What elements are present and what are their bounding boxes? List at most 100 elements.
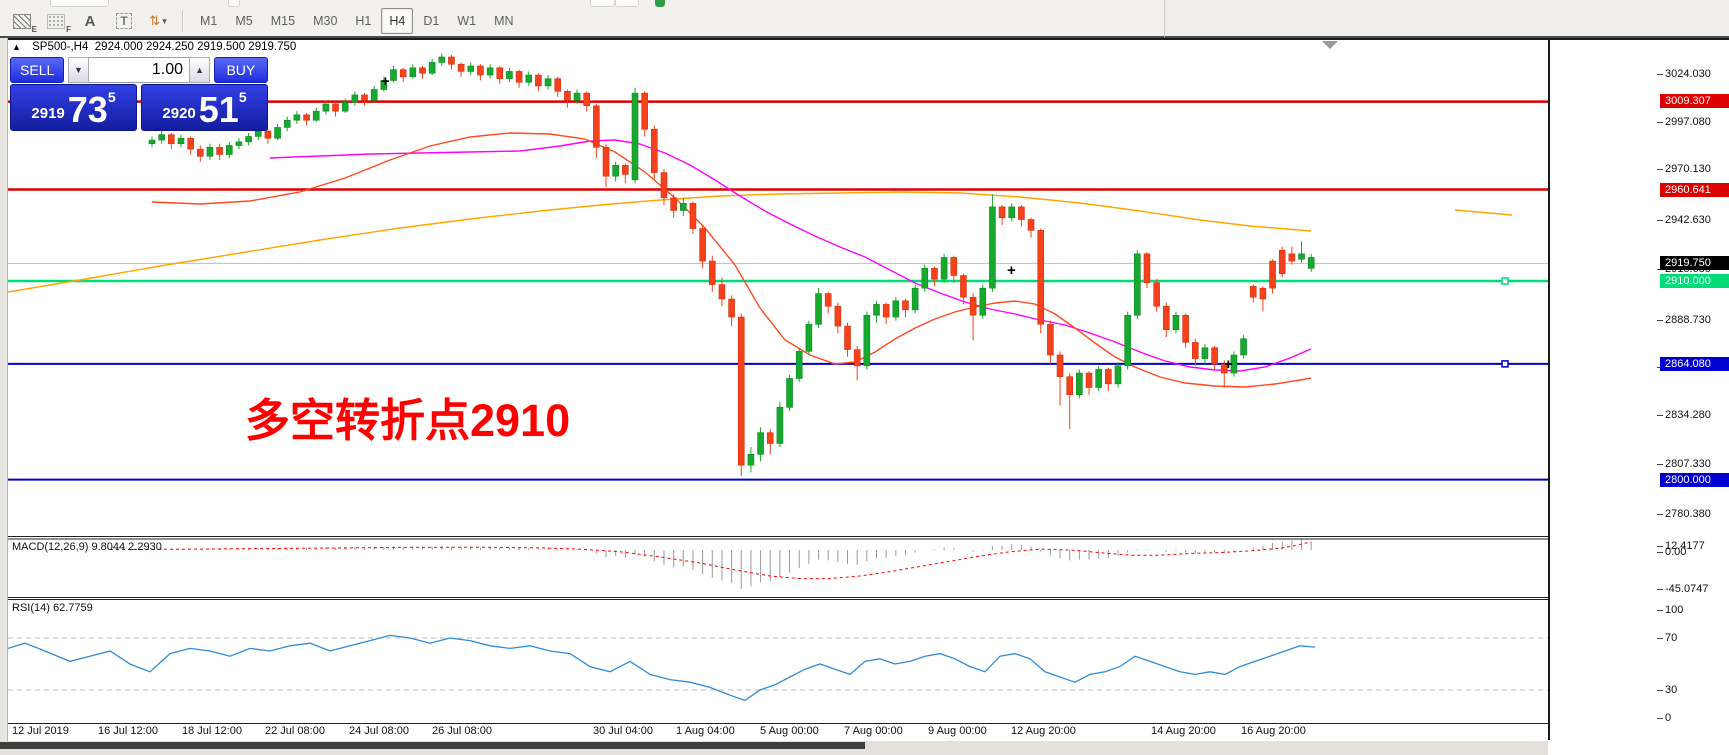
- one-click-trading-panel: SELL ▼ ▲ BUY 2919 73 5 2920 51 5: [10, 57, 268, 131]
- candles-layer: [148, 53, 1315, 476]
- cross-marker-icon[interactable]: +: [381, 73, 390, 90]
- time-label: 22 Jul 08:00: [265, 725, 325, 737]
- time-label: 5 Aug 00:00: [760, 725, 819, 737]
- price-tick-2888.730: 2888.730: [1657, 314, 1711, 326]
- chart-ohlc-header: ▲ SP500-,H4 2924.000 2924.250 2919.500 2…: [12, 41, 296, 53]
- time-label: 24 Jul 08:00: [349, 725, 409, 737]
- text-icon[interactable]: A: [84, 12, 96, 30]
- time-label: 26 Jul 08:00: [432, 725, 492, 737]
- buy-price-sup: 5: [238, 89, 247, 105]
- indicator-tick-12.4177: 12.4177: [1657, 540, 1705, 552]
- timeframe-button-MN[interactable]: MN: [494, 14, 514, 28]
- cross-marker-icon[interactable]: +: [1007, 262, 1016, 279]
- timeframe-button-M15[interactable]: M15: [270, 14, 296, 28]
- sell-price-tile[interactable]: 2919 73 5: [10, 84, 137, 131]
- time-label: 12 Jul 2019: [12, 725, 69, 737]
- rsi-line: [8, 634, 1316, 702]
- objects-arrows-icon[interactable]: ⇅ ▾: [149, 13, 167, 28]
- time-label: 18 Jul 12:00: [182, 725, 242, 737]
- price-tick-3024.030: 3024.030: [1657, 68, 1711, 80]
- price-tick-2997.080: 2997.080: [1657, 116, 1711, 128]
- indicators-window-icon[interactable]: F: [40, 8, 72, 34]
- sell-button[interactable]: SELL: [10, 57, 65, 83]
- horizontal-scrollbar[interactable]: [0, 741, 1548, 755]
- hline-handle[interactable]: [1501, 277, 1509, 285]
- rsi-indicator-label: RSI(14) 62.7759: [12, 602, 93, 614]
- price-tick-2942.630: 2942.630: [1657, 214, 1711, 226]
- toolbar-sliver: [228, 0, 240, 7]
- toolbar-sliver: [615, 0, 639, 7]
- indicator-tick-30: 30: [1656, 684, 1678, 696]
- time-label: 14 Aug 20:00: [1151, 725, 1216, 737]
- timeframe-button-M5[interactable]: M5: [235, 14, 253, 28]
- time-label: 1 Aug 04:00: [676, 725, 735, 737]
- ma-slow-line: [8, 191, 1312, 293]
- price-tick-2970.130: 2970.130: [1657, 163, 1711, 175]
- volume-input[interactable]: [89, 57, 189, 83]
- ma-mid-line: [269, 139, 1312, 372]
- time-label: 7 Aug 00:00: [844, 725, 903, 737]
- price-level-label-2910.000: 2910.000: [1660, 274, 1729, 288]
- indicator-tick--45.0747: -45.0747: [1656, 583, 1709, 595]
- timeframe-button-M1[interactable]: M1: [200, 14, 218, 28]
- ohlc-high: 2924.250: [145, 41, 194, 53]
- price-level-label-2864.080: 2864.080: [1660, 357, 1729, 371]
- macd-layer: [151, 539, 1312, 589]
- buy-button[interactable]: BUY: [213, 57, 268, 83]
- ma-slow-fragment: [1454, 209, 1513, 216]
- time-label: 30 Jul 04:00: [593, 725, 653, 737]
- volume-increase-button[interactable]: ▲: [189, 57, 211, 83]
- sell-price-small: 2919: [31, 105, 65, 122]
- time-label: 9 Aug 00:00: [928, 725, 987, 737]
- volume-decrease-button[interactable]: ▼: [67, 57, 89, 83]
- toolbar-spacer: [1165, 0, 1729, 38]
- buy-price-tile[interactable]: 2920 51 5: [141, 84, 268, 131]
- buy-price-big: 51: [198, 89, 239, 130]
- timeframe-button-M30[interactable]: M30: [313, 14, 338, 28]
- ohlc-low: 2919.500: [197, 41, 246, 53]
- price-level-label-3009.307: 3009.307: [1660, 94, 1729, 108]
- price-level-label-2800.000: 2800.000: [1660, 473, 1729, 487]
- macd-indicator-label: MACD(12,26,9) 9.8044 2.2930: [12, 541, 162, 553]
- indicator-tick-0.00: 0.00: [1656, 546, 1687, 558]
- hline-handle[interactable]: [1501, 360, 1509, 368]
- timeframe-button-H4[interactable]: H4: [381, 8, 414, 34]
- indicator-tick-100: 100: [1656, 604, 1684, 616]
- timeframe-button-W1[interactable]: W1: [457, 14, 477, 28]
- drawn-objects-layer[interactable]: [8, 100, 1548, 481]
- price-tick-2807.330: 2807.330: [1657, 458, 1711, 470]
- buy-price-small: 2920: [162, 105, 196, 122]
- price-level-label-2960.641: 2960.641: [1660, 183, 1729, 197]
- ohlc-close: 2919.750: [248, 41, 297, 53]
- price-axis: 3024.0302997.0802970.1302942.6302915.680…: [1548, 40, 1729, 740]
- ohlc-open: 2924.000: [94, 41, 143, 53]
- chart-text-annotation[interactable]: 多空转折点2910: [245, 395, 571, 446]
- indicators-list-icon[interactable]: E: [6, 8, 38, 34]
- time-label: 16 Jul 12:00: [98, 725, 158, 737]
- toolbar-sliver: [590, 0, 615, 7]
- toolbar: E F A T ⇅ ▾ M1 M5 M15 M30 H1 H4 D1 W1 MN: [0, 0, 1165, 38]
- toolbar-sliver: [50, 0, 109, 7]
- time-label: 16 Aug 20:00: [1241, 725, 1306, 737]
- time-label: 12 Aug 20:00: [1011, 725, 1076, 737]
- sell-price-big: 73: [67, 89, 108, 130]
- price-level-label-2919.750: 2919.750: [1660, 256, 1729, 270]
- collapse-trade-panel-icon[interactable]: ▲: [12, 42, 21, 52]
- chart-shift-marker-icon[interactable]: [1322, 41, 1338, 49]
- indicator-tick-0: 0: [1656, 712, 1672, 724]
- chart-canvas[interactable]: [8, 40, 1548, 740]
- sell-price-sup: 5: [107, 89, 116, 105]
- toolbar-sliver-green: [655, 0, 665, 7]
- window-left-frame: [0, 38, 8, 741]
- text-label-icon[interactable]: T: [108, 8, 140, 34]
- timeframe-button-D1[interactable]: D1: [423, 14, 440, 28]
- toolbar-separator: [182, 10, 184, 32]
- price-tick-2834.280: 2834.280: [1657, 409, 1711, 421]
- price-tick-2780.380: 2780.380: [1657, 508, 1711, 520]
- scrollbar-thumb[interactable]: [0, 742, 865, 749]
- timeframe-button-H1[interactable]: H1: [355, 14, 372, 28]
- symbol-timeframe: SP500-,H4: [32, 41, 89, 53]
- cross-marker-icon[interactable]: +: [1224, 356, 1233, 373]
- toolbar-row: E F A T ⇅ ▾ M1 M5 M15 M30 H1 H4 D1 W1 MN: [6, 8, 522, 34]
